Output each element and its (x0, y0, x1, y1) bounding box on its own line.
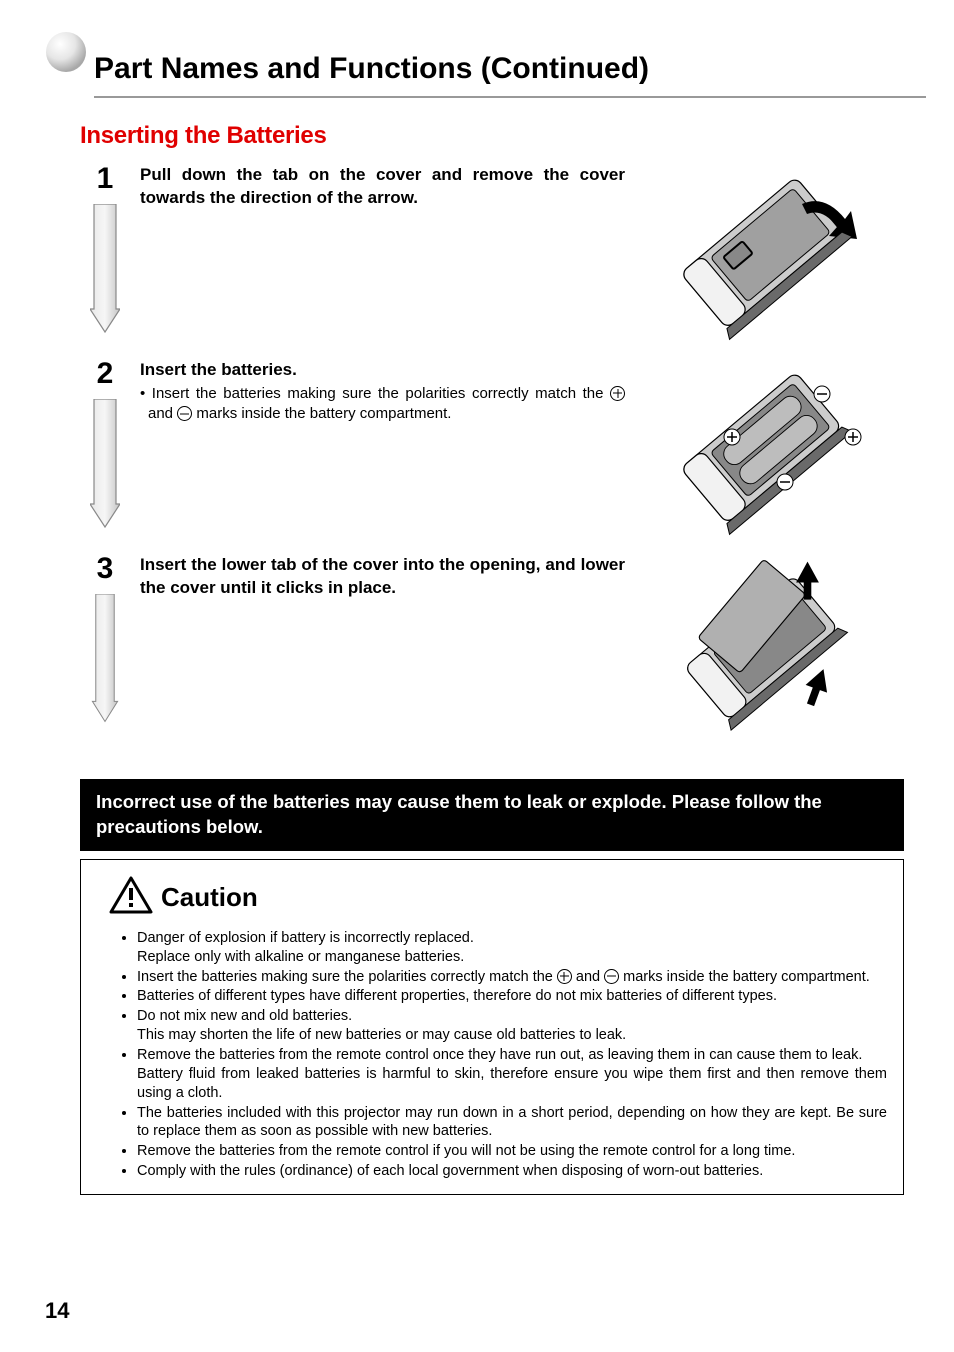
step-number-col: 3 (80, 554, 130, 724)
caution-item: Remove the batteries from the remote con… (137, 1142, 887, 1161)
step-heading: Pull down the tab on the cover and remov… (140, 164, 625, 210)
step-number: 1 (80, 164, 130, 194)
warning-banner: Incorrect use of the batteries may cause… (80, 779, 904, 851)
caution-subline: Battery fluid from leaked batteries is h… (137, 1065, 887, 1103)
step-2: 2 Insert the batteries. • Insert the bat… (80, 359, 904, 554)
step-text: Pull down the tab on the cover and remov… (130, 164, 635, 210)
step-number-col: 2 (80, 359, 130, 529)
step-number: 3 (80, 554, 130, 584)
step-arrow-icon (80, 399, 130, 529)
step-illustration-3 (635, 554, 865, 749)
step-illustration-1 (635, 164, 865, 359)
step-arrow-icon (80, 204, 130, 334)
caution-list: Danger of explosion if battery is incorr… (97, 929, 887, 1181)
caution-subline: Replace only with alkaline or manganese … (137, 948, 887, 967)
caution-subline: This may shorten the life of new batteri… (137, 1026, 887, 1045)
minus-polarity-icon (604, 969, 619, 984)
plus-polarity-icon (610, 386, 625, 401)
step-detail: • Insert the batteries making sure the p… (140, 384, 625, 425)
steps-container: 1 Pull down the tab on the cover and rem… (80, 164, 904, 749)
header-bullet-icon (42, 28, 90, 76)
caution-item: The batteries included with this project… (137, 1104, 887, 1142)
caution-icon (109, 876, 153, 919)
plus-polarity-icon (557, 969, 572, 984)
manual-page: Part Names and Functions (Continued) Ins… (0, 0, 954, 1352)
step-text: Insert the batteries. • Insert the batte… (130, 359, 635, 424)
step-heading: Insert the batteries. (140, 359, 625, 382)
caution-item: Comply with the rules (ordinance) of eac… (137, 1162, 887, 1181)
caution-title: Caution (161, 882, 258, 913)
page-number: 14 (45, 1298, 69, 1324)
step-number: 2 (80, 359, 130, 389)
caution-item: Insert the batteries making sure the pol… (137, 968, 887, 987)
step-number-col: 1 (80, 164, 130, 334)
step-1: 1 Pull down the tab on the cover and rem… (80, 164, 904, 359)
minus-polarity-icon (177, 406, 192, 421)
caution-header: Caution (109, 876, 887, 919)
caution-box: Caution Danger of explosion if battery i… (80, 859, 904, 1195)
step-3: 3 Insert the lower tab of the cover into… (80, 554, 904, 749)
step-text: Insert the lower tab of the cover into t… (130, 554, 635, 600)
sub-title: Inserting the Batteries (80, 122, 904, 150)
caution-item: Remove the batteries from the remote con… (137, 1046, 887, 1103)
caution-item: Do not mix new and old batteries.This ma… (137, 1007, 887, 1045)
step-arrow-icon (80, 594, 130, 724)
main-title: Part Names and Functions (Continued) (94, 30, 926, 98)
step-illustration-2 (635, 359, 865, 554)
caution-item: Danger of explosion if battery is incorr… (137, 929, 887, 967)
caution-item: Batteries of different types have differ… (137, 987, 887, 1006)
step-heading: Insert the lower tab of the cover into t… (140, 554, 625, 600)
